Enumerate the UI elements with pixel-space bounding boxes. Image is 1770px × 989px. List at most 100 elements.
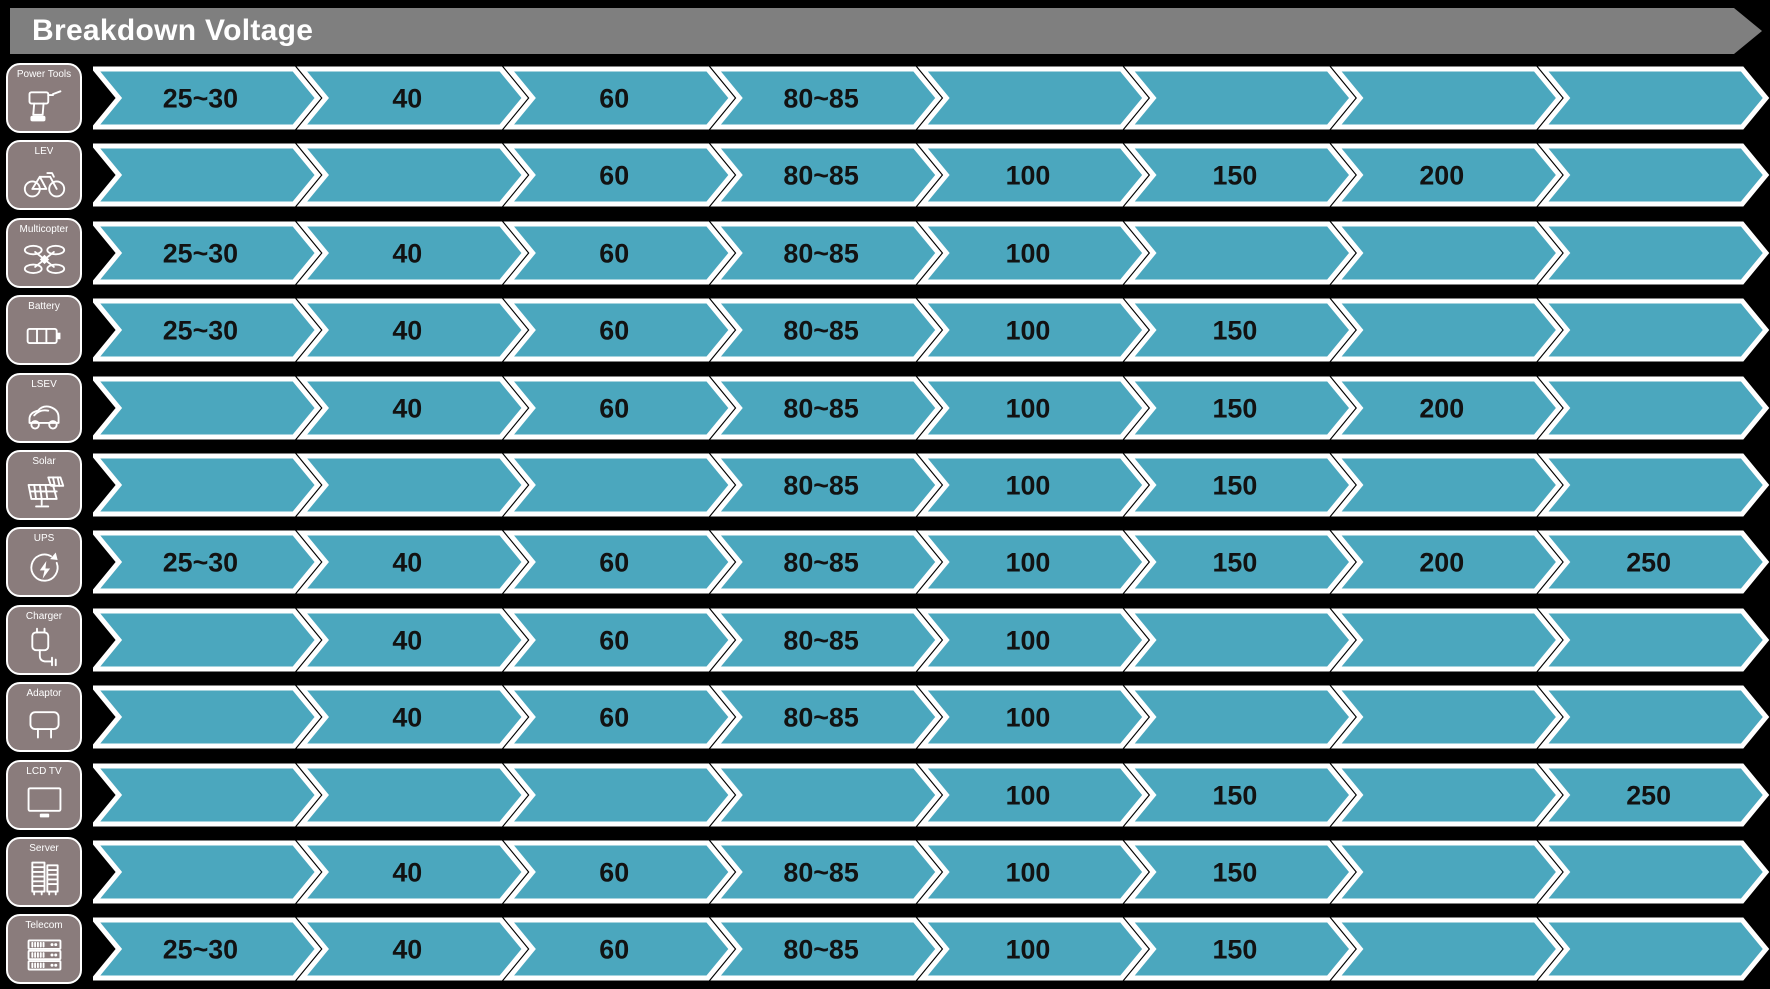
telecom-icon [27, 939, 61, 971]
chevron-segment [503, 530, 735, 594]
chevron-svg: 25~30 40 60 80~85 100 [93, 221, 1770, 285]
icon-box-charger: Charger [6, 604, 82, 675]
icon-label: LSEV [31, 378, 57, 390]
icon-label: LCD TV [26, 765, 62, 777]
chevron-bar: 25~30 40 60 80~85 100 150 [93, 917, 1770, 981]
chevron-segment [1331, 221, 1563, 285]
chevron-segment [296, 66, 528, 130]
chevron-segment [1537, 685, 1770, 749]
application-row-charger: Charger 40 60 80~85 100 [6, 604, 1770, 676]
chevron-segment [1537, 221, 1770, 285]
chevron-segment [1124, 840, 1356, 904]
application-row-lcd-tv: LCD TV 100 150 250 [6, 759, 1770, 831]
chevron-segment [296, 298, 528, 362]
chevron-segment [710, 66, 942, 130]
chevron-segment [917, 530, 1149, 594]
cell-value: 150 [1212, 161, 1257, 191]
application-row-server: Server 40 60 80~85 100 150 [6, 836, 1770, 908]
chevron-segment [917, 453, 1149, 517]
chevron-segment [93, 763, 322, 827]
chevron-segment [296, 143, 528, 207]
cell-value: 150 [1212, 393, 1257, 423]
chevron-segment [296, 221, 528, 285]
icon-label: Power Tools [16, 69, 72, 80]
cell-value: 100 [1006, 393, 1051, 423]
cell-value: 100 [1006, 935, 1051, 965]
cell-value: 150 [1212, 780, 1257, 810]
page-title: Breakdown Voltage [32, 14, 314, 47]
chevron-segment [710, 763, 942, 827]
chevron-segment [503, 840, 735, 904]
chevron-segment [503, 917, 735, 981]
cell-value: 40 [392, 83, 422, 113]
cell-value: 40 [392, 393, 422, 423]
chevron-segment [93, 143, 322, 207]
application-row-adaptor: Adaptor 40 60 80~85 100 [6, 681, 1770, 753]
icon-box-multicopter: Multicopter [6, 217, 82, 288]
chevron-segment [503, 608, 735, 672]
application-row-battery: Battery 25~30 40 60 80~85 100 150 [6, 294, 1770, 366]
chevron-segment [503, 685, 735, 749]
chevron-svg: 25~30 40 60 80~85 [93, 66, 1770, 130]
cell-value: 100 [1006, 780, 1051, 810]
cell-value: 40 [392, 625, 422, 655]
chevron-segment [1124, 143, 1356, 207]
server-icon [30, 861, 59, 896]
chevron-bar: 80~85 100 150 [93, 453, 1770, 517]
icon-label: UPS [33, 533, 55, 545]
chevron-segment [1331, 917, 1563, 981]
chevron-segment [1331, 453, 1563, 517]
cell-value: 80~85 [783, 548, 858, 578]
chevron-segment [93, 530, 322, 594]
icon-label: Charger [25, 610, 63, 622]
chevron-segment [917, 685, 1149, 749]
cell-value: 40 [392, 935, 422, 965]
chevron-segment [1331, 298, 1563, 362]
chevron-segment [1124, 530, 1356, 594]
bicycle-icon [23, 172, 65, 198]
header-banner: Breakdown Voltage [10, 8, 1762, 54]
chevron-segment [710, 143, 942, 207]
icon-label: Battery [28, 301, 60, 313]
chevron-svg: 60 80~85 100 150 200 [93, 143, 1770, 207]
chevron-segment [1124, 763, 1356, 827]
chevron-bar: 100 150 250 [93, 763, 1770, 827]
drone-icon [23, 244, 65, 274]
chevron-segment [1124, 685, 1356, 749]
chevron-bar: 40 60 80~85 100 [93, 685, 1770, 749]
application-row-power-tools: Power Tools 25~30 40 60 80~85 [6, 62, 1770, 134]
chevron-segment [1537, 143, 1770, 207]
chevron-segment [1124, 221, 1356, 285]
chevron-svg: 100 150 250 [93, 763, 1770, 827]
cell-value: 80~85 [783, 625, 858, 655]
chevron-segment [710, 917, 942, 981]
chevron-bar: 40 60 80~85 100 [93, 608, 1770, 672]
chevron-segment [1331, 530, 1563, 594]
icon-label: Server [29, 842, 59, 854]
chevron-segment [503, 453, 735, 517]
cell-value: 60 [599, 935, 629, 965]
cell-value: 150 [1212, 857, 1257, 887]
icon-box-lev: LEV [6, 140, 82, 211]
cell-value: 250 [1626, 780, 1671, 810]
chevron-segment [296, 608, 528, 672]
chevron-segment [1124, 917, 1356, 981]
chevron-segment [1331, 763, 1563, 827]
chevron-segment [93, 66, 322, 130]
application-row-ups: UPS 25~30 40 60 80~85 100 150 200 250 [6, 526, 1770, 598]
chevron-segment [296, 376, 528, 440]
chevron-segment [296, 763, 528, 827]
chevron-segment [917, 298, 1149, 362]
chevron-bar: 60 80~85 100 150 200 [93, 143, 1770, 207]
chevron-segment [1331, 143, 1563, 207]
cell-value: 40 [392, 316, 422, 346]
cell-value: 80~85 [783, 935, 858, 965]
cell-value: 100 [1006, 625, 1051, 655]
cell-value: 150 [1212, 316, 1257, 346]
tv-icon [27, 786, 61, 817]
cell-value: 60 [599, 238, 629, 268]
chevron-segment [296, 840, 528, 904]
cell-value: 100 [1006, 316, 1051, 346]
icon-label: Telecom [25, 920, 63, 932]
adaptor-icon [29, 711, 59, 739]
